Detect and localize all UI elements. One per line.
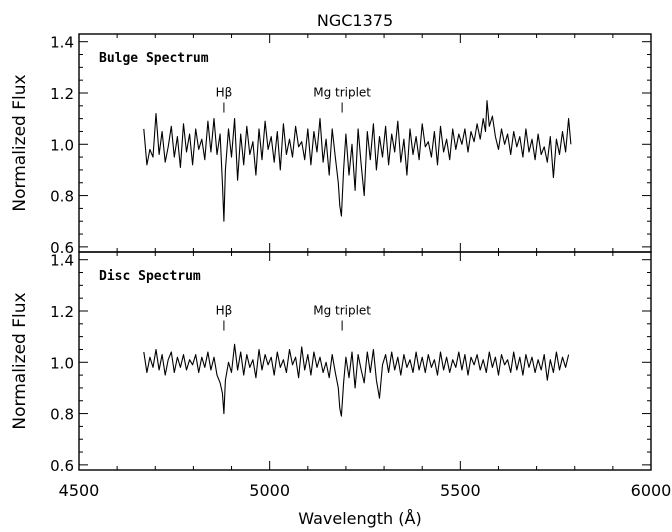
panel-label: Bulge Spectrum: [99, 51, 209, 66]
y-tick-label: 1.2: [50, 303, 74, 321]
y-tick-label: 0.8: [50, 188, 74, 206]
y-tick-label: 0.6: [50, 239, 74, 257]
x-tick-label: 5500: [440, 481, 481, 500]
x-axis-label: Wavelength (Å): [298, 509, 421, 528]
y-tick-label: 1.4: [50, 252, 74, 270]
x-tick-label: 5000: [249, 481, 290, 500]
spectrum-line: [143, 100, 572, 222]
plot-frame: [78, 33, 652, 253]
y-axis-label: Normalized Flux: [10, 74, 30, 211]
line-annotation: Mg triplet: [313, 304, 371, 318]
y-tick-label: 1.2: [50, 85, 74, 103]
y-tick-label: 0.6: [50, 457, 74, 475]
x-tick-label: 6000: [631, 481, 672, 500]
line-annotation: Hβ: [216, 86, 233, 100]
y-tick-label: 1.0: [50, 354, 74, 372]
panel-label: Disc Spectrum: [99, 269, 201, 284]
spectrum-line: [143, 343, 570, 417]
line-annotation: Mg triplet: [313, 86, 371, 100]
chart-title: NGC1375: [317, 11, 393, 30]
y-tick-label: 1.4: [50, 34, 74, 52]
y-axis-label: Normalized Flux: [10, 292, 30, 429]
y-tick-label: 1.0: [50, 136, 74, 154]
x-tick-label: 4500: [59, 481, 100, 500]
y-tick-label: 0.8: [50, 406, 74, 424]
panel-bulge: 0.6 0.8 1.0 1.2 1.4 Normalized Flux Bulge Spec…: [10, 33, 652, 257]
line-annotation: Hβ: [216, 304, 233, 318]
plot-frame: [78, 251, 652, 471]
panel-disc: 0.6 0.8 1.0 1.2 1.4 Normalized Flux Disc Spect…: [10, 251, 652, 475]
